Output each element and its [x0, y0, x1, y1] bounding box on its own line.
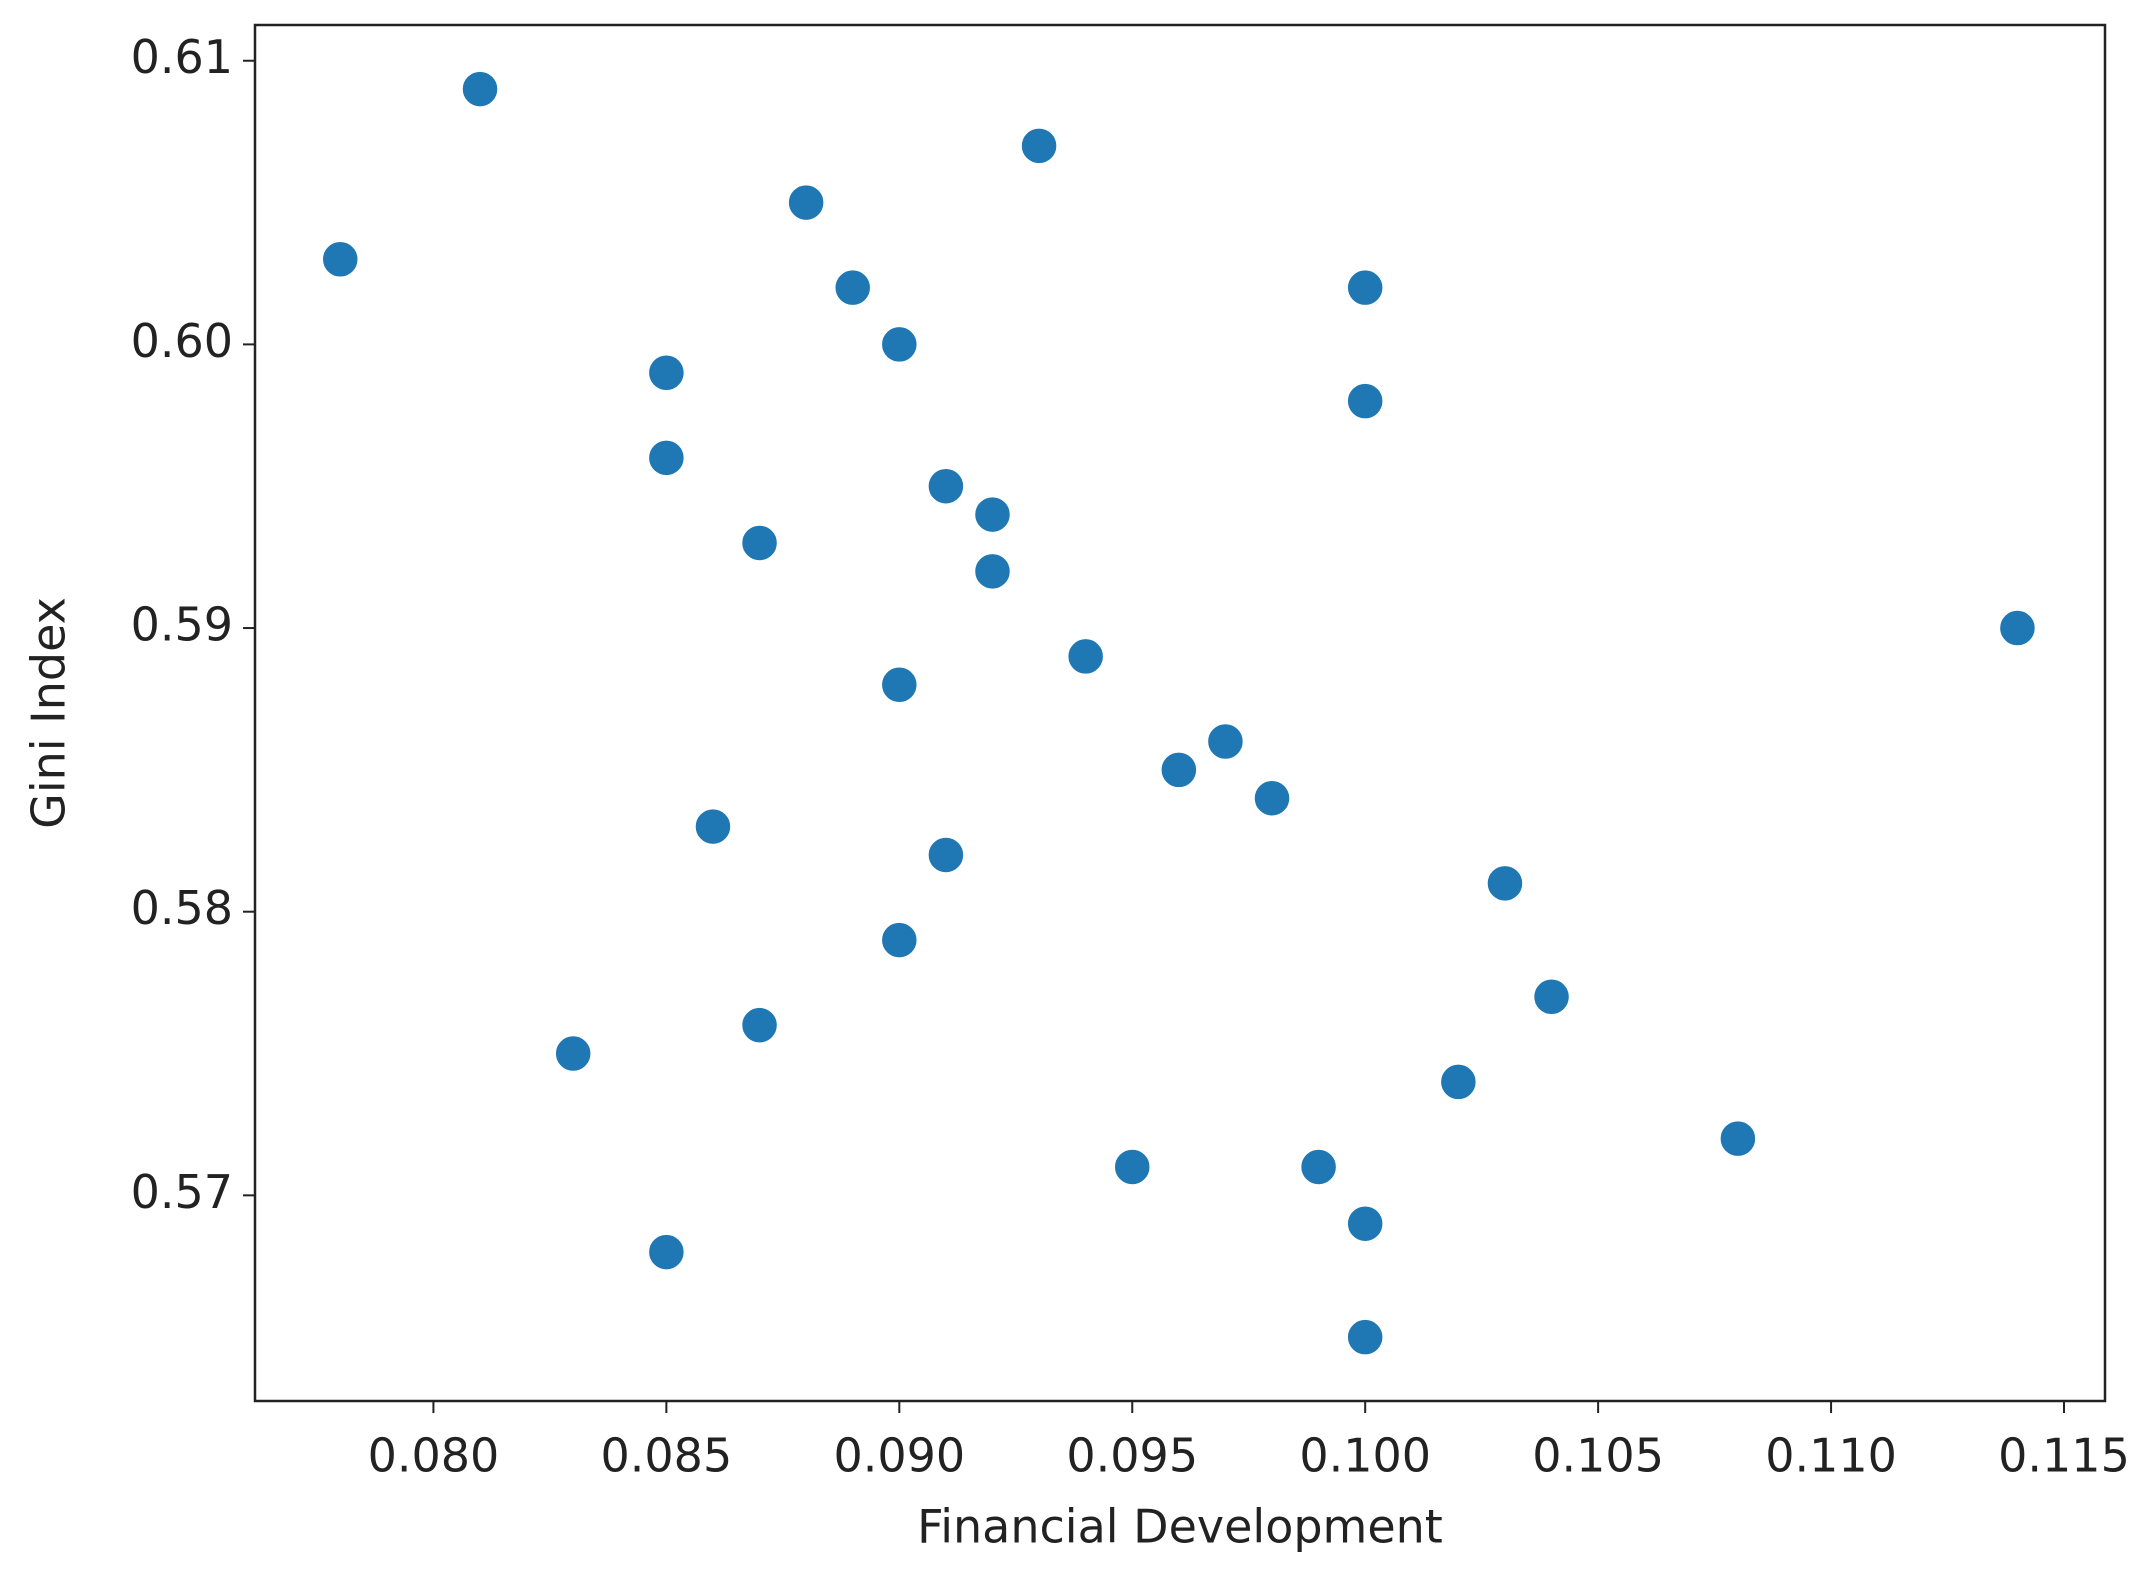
- point: [1160, 751, 1198, 789]
- y-tick-label: 0.57: [131, 1165, 233, 1219]
- point: [647, 1233, 686, 1271]
- point: [1020, 127, 1058, 165]
- point: [1299, 1148, 1338, 1186]
- x-tick-label: 0.100: [1299, 1429, 1431, 1483]
- point: [1998, 609, 2037, 647]
- y-tick-label: 0.61: [131, 30, 233, 84]
- point: [927, 467, 965, 505]
- point: [1206, 722, 1245, 761]
- point: [321, 240, 360, 279]
- point: [461, 70, 499, 108]
- point: [1532, 978, 1571, 1016]
- x-tick-label: 0.080: [368, 1429, 500, 1483]
- x-tick-label: 0.085: [601, 1429, 733, 1483]
- point: [880, 666, 919, 704]
- point: [740, 1006, 779, 1044]
- point: [1346, 382, 1384, 420]
- x-tick-label: 0.105: [1532, 1429, 1664, 1483]
- point: [1346, 1318, 1384, 1356]
- point: [927, 836, 965, 874]
- y-tick-label: 0.60: [131, 314, 233, 368]
- point: [647, 439, 686, 477]
- x-tick-label: 0.115: [1998, 1429, 2130, 1483]
- x-tick-label: 0.095: [1066, 1429, 1198, 1483]
- y-tick-label: 0.58: [131, 881, 233, 935]
- point: [1346, 268, 1384, 307]
- point: [1439, 1063, 1478, 1101]
- point: [1486, 864, 1524, 903]
- point: [880, 325, 919, 364]
- plot-frame: [253, 23, 2107, 1403]
- y-tick-label: 0.59: [131, 598, 233, 652]
- point: [694, 807, 732, 846]
- point: [833, 268, 872, 307]
- point: [554, 1034, 592, 1073]
- point: [787, 183, 825, 222]
- point: [973, 495, 1012, 534]
- point: [973, 552, 1012, 591]
- point: [740, 524, 779, 562]
- point: [1346, 1204, 1384, 1243]
- point: [647, 354, 686, 392]
- y-axis-label: Gini Index: [22, 597, 76, 829]
- point: [1066, 637, 1105, 676]
- point: [880, 921, 919, 959]
- x-tick-label: 0.110: [1765, 1429, 1897, 1483]
- point: [1253, 779, 1291, 817]
- x-axis-label: Financial Development: [917, 1500, 1443, 1554]
- x-tick-label: 0.090: [833, 1429, 965, 1483]
- point: [1719, 1119, 1757, 1158]
- point: [1113, 1148, 1151, 1186]
